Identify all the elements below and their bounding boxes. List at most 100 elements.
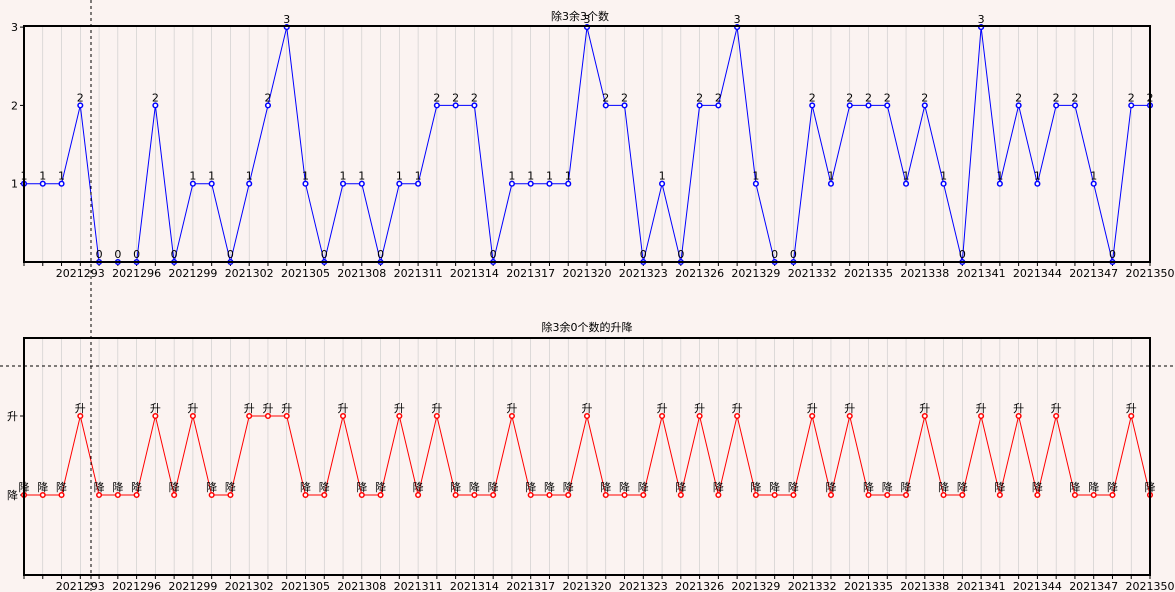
data-label: 0 xyxy=(321,248,328,261)
data-label: 降 xyxy=(563,480,574,494)
data-label: 降 xyxy=(450,480,461,494)
data-label: 2 xyxy=(1015,91,1022,104)
data-label: 降 xyxy=(169,480,180,494)
data-label: 降 xyxy=(544,480,555,494)
chart-remainder-0-trend: 除3余0个数的升降 2021293 2021296 2021299 2021302 20… xyxy=(7,320,1175,592)
data-point xyxy=(1053,412,1060,420)
data-point xyxy=(827,491,835,499)
data-point xyxy=(377,491,384,499)
data-label: 降 xyxy=(825,480,836,494)
data-label: 升 xyxy=(732,402,743,415)
data-point xyxy=(583,412,591,420)
data-point xyxy=(565,180,572,187)
y-tick-label: 3 xyxy=(11,21,18,34)
data-point xyxy=(152,412,159,420)
x-tick-label: 2021332 xyxy=(788,267,837,280)
data-point xyxy=(58,180,65,187)
data-label: 1 xyxy=(208,170,215,183)
data-label: 0 xyxy=(771,248,778,261)
data-point xyxy=(621,102,628,109)
data-label: 1 xyxy=(340,170,347,183)
chart1-grid xyxy=(23,26,1151,266)
data-label: 降 xyxy=(788,480,799,494)
data-point xyxy=(602,102,609,109)
data-label: 1 xyxy=(358,170,365,183)
data-label: 升 xyxy=(187,402,198,415)
x-tick-label: 2021317 xyxy=(506,580,555,592)
data-point xyxy=(1090,491,1097,499)
data-label: 1 xyxy=(659,170,666,183)
x-tick-label: 2021341 xyxy=(957,267,1006,280)
data-point xyxy=(752,180,759,187)
x-tick-label: 2021308 xyxy=(337,580,386,592)
data-label: 降 xyxy=(225,480,236,494)
data-point xyxy=(978,412,985,420)
data-label: 降 xyxy=(713,480,724,494)
x-tick-label: 2021323 xyxy=(619,580,668,592)
data-label: 降 xyxy=(882,480,893,494)
data-label: 降 xyxy=(675,480,686,494)
data-label: 2 xyxy=(152,91,159,104)
data-label: 2 xyxy=(602,91,609,104)
data-point xyxy=(415,180,422,187)
x-tick-label: 2021317 xyxy=(506,267,555,280)
data-point xyxy=(696,102,703,109)
data-point xyxy=(208,180,215,187)
data-label: 升 xyxy=(150,402,161,415)
data-point xyxy=(1128,412,1135,420)
x-tick-label: 2021299 xyxy=(168,267,217,280)
data-label: 升 xyxy=(1051,402,1062,415)
data-point xyxy=(809,412,816,420)
data-point xyxy=(508,412,515,420)
data-label: 降 xyxy=(356,480,367,494)
x-tick-label: 2021296 xyxy=(112,267,161,280)
x-tick-label: 2021329 xyxy=(731,267,780,280)
x-tick-label: 2021347 xyxy=(1069,267,1118,280)
data-point xyxy=(659,412,666,420)
data-label: 1 xyxy=(1034,170,1041,183)
data-label: 2 xyxy=(471,91,478,104)
data-label: 升 xyxy=(919,402,930,415)
chart2-data-points xyxy=(20,412,1154,499)
data-label: 1 xyxy=(508,170,515,183)
data-label: 降 xyxy=(600,480,611,494)
data-label: 降 xyxy=(769,480,780,494)
data-label: 降 xyxy=(619,480,630,494)
chart2-plot-frame xyxy=(23,337,1151,576)
data-point xyxy=(602,491,609,499)
data-label: 降 xyxy=(525,480,536,494)
data-label: 1 xyxy=(752,170,759,183)
data-point xyxy=(996,491,1003,499)
data-label: 2 xyxy=(433,91,440,104)
data-point xyxy=(921,412,928,420)
data-label: 降 xyxy=(994,480,1005,494)
x-tick-label: 2021338 xyxy=(900,267,949,280)
data-label: 1 xyxy=(527,170,534,183)
x-tick-label: 2021299 xyxy=(168,580,217,592)
data-point xyxy=(546,180,553,187)
data-point xyxy=(415,491,422,499)
x-tick-label: 2021314 xyxy=(450,580,499,592)
data-point xyxy=(884,491,891,499)
data-label: 升 xyxy=(1013,402,1024,415)
data-point xyxy=(39,491,46,499)
data-label: 0 xyxy=(640,248,647,261)
data-label: 3 xyxy=(283,13,290,26)
data-point xyxy=(696,412,703,420)
data-point xyxy=(1071,491,1078,499)
data-label: 2 xyxy=(884,91,891,104)
data-label: 2 xyxy=(696,91,703,104)
data-point xyxy=(1053,102,1060,109)
data-point xyxy=(1090,180,1097,187)
data-point xyxy=(133,491,140,499)
data-label: 1 xyxy=(546,170,553,183)
data-point xyxy=(283,412,290,420)
x-tick-label: 2021350 xyxy=(1126,580,1175,592)
x-tick-label: 2021302 xyxy=(225,267,274,280)
data-label: 2 xyxy=(621,91,628,104)
data-label: 1 xyxy=(996,170,1003,183)
chart1-plot-frame xyxy=(23,25,1151,263)
data-point xyxy=(339,180,347,187)
data-label: 0 xyxy=(959,248,966,261)
